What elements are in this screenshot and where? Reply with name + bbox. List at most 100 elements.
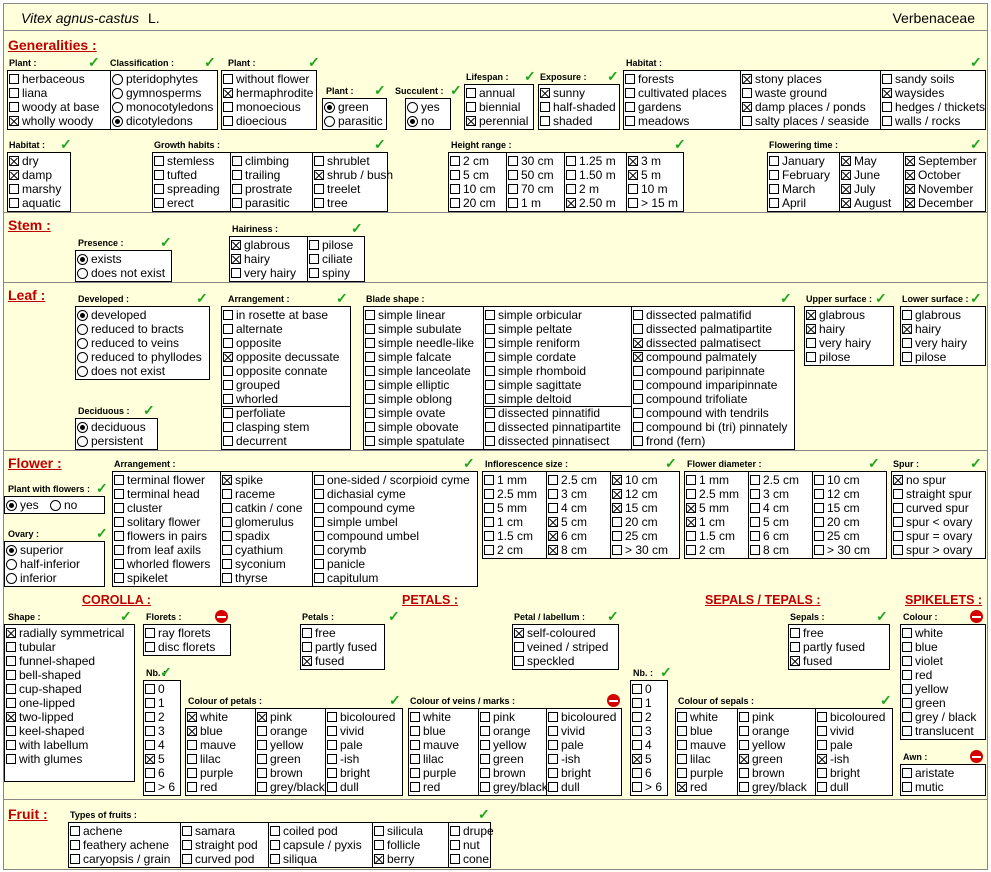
habitat1-option[interactable]: sandy soils: [882, 72, 954, 86]
checkbox[interactable]: [365, 324, 375, 334]
infl-option[interactable]: 1 mm: [484, 473, 527, 487]
infl-option[interactable]: 2.5 mm: [484, 487, 537, 501]
fldiam-option[interactable]: 1.5 cm: [686, 529, 735, 543]
checkbox[interactable]: [70, 840, 80, 850]
blade-option[interactable]: compound trifoliate: [633, 392, 747, 406]
spur-option[interactable]: curved spur: [893, 501, 969, 515]
nbpet-option[interactable]: 0: [145, 682, 165, 696]
classification-option[interactable]: pteridophytes: [112, 72, 198, 86]
lifespan-option[interactable]: perennial: [466, 114, 528, 128]
checkbox[interactable]: [902, 656, 912, 666]
habitat1-option[interactable]: hedges / thickets: [882, 100, 985, 114]
flowering-option[interactable]: June: [841, 168, 880, 182]
checkbox[interactable]: [566, 156, 576, 166]
height-option[interactable]: 2 cm: [450, 154, 489, 168]
colvein-option[interactable]: purple: [410, 766, 456, 780]
checkbox[interactable]: [632, 712, 642, 722]
infl-option[interactable]: 2 cm: [484, 543, 523, 557]
fldiam-option[interactable]: 2.5 cm: [750, 473, 799, 487]
infl-option[interactable]: 2.5 cm: [548, 473, 597, 487]
checkbox[interactable]: [114, 573, 124, 583]
infl-option[interactable]: 4 cm: [548, 501, 587, 515]
checkbox[interactable]: [257, 740, 267, 750]
sepals-option[interactable]: partly fused: [790, 640, 865, 654]
checkbox[interactable]: [223, 74, 233, 84]
blade-option[interactable]: simple peltate: [485, 322, 572, 336]
classification-option[interactable]: monocotyledons: [112, 100, 213, 114]
lifespan-option[interactable]: annual: [466, 86, 515, 100]
checkbox[interactable]: [302, 642, 312, 652]
infl-option[interactable]: > 30 cm: [612, 543, 668, 557]
checkbox[interactable]: [314, 517, 324, 527]
flarr-option[interactable]: glomerulus: [222, 515, 294, 529]
plant2-option[interactable]: monoecious: [223, 100, 301, 114]
checkbox[interactable]: [841, 184, 851, 194]
checkbox[interactable]: [739, 740, 749, 750]
height-option[interactable]: 3 m: [628, 154, 661, 168]
habitat1-option[interactable]: walls / rocks: [882, 114, 960, 128]
checkbox[interactable]: [187, 726, 197, 736]
radio-button[interactable]: [6, 544, 17, 556]
height-option[interactable]: 20 cm: [450, 196, 496, 210]
checkbox[interactable]: [314, 489, 324, 499]
radio-button[interactable]: [77, 365, 88, 377]
checkbox[interactable]: [145, 712, 155, 722]
checkbox[interactable]: [222, 531, 232, 541]
checkbox[interactable]: [548, 782, 558, 792]
checkbox[interactable]: [9, 170, 19, 180]
checkbox[interactable]: [314, 531, 324, 541]
classification-option[interactable]: dicotyledons: [112, 114, 193, 128]
hairiness-option[interactable]: glabrous: [231, 238, 290, 252]
checkbox[interactable]: [625, 88, 635, 98]
checkbox[interactable]: [508, 184, 518, 194]
flarr-option[interactable]: corymb: [314, 543, 366, 557]
checkbox[interactable]: [485, 338, 495, 348]
petals-option[interactable]: free: [302, 626, 336, 640]
checkbox[interactable]: [632, 698, 642, 708]
checkbox[interactable]: [677, 768, 687, 778]
checkbox[interactable]: [632, 768, 642, 778]
checkbox[interactable]: [633, 366, 643, 376]
height-option[interactable]: 5 cm: [450, 168, 489, 182]
checkbox[interactable]: [548, 475, 558, 485]
checkbox[interactable]: [677, 754, 687, 764]
checkbox[interactable]: [750, 503, 760, 513]
checkbox[interactable]: [6, 628, 16, 638]
radio-button[interactable]: [77, 421, 88, 433]
growth-option[interactable]: trailing: [232, 168, 280, 182]
flowering-option[interactable]: February: [769, 168, 830, 182]
nbpet-option[interactable]: 1: [145, 696, 165, 710]
checkbox[interactable]: [742, 116, 752, 126]
fruits-option[interactable]: cone: [450, 852, 489, 866]
height-option[interactable]: 2.50 m: [566, 196, 616, 210]
blade-option[interactable]: simple oblong: [365, 392, 452, 406]
checkbox[interactable]: [223, 380, 233, 390]
shape-option[interactable]: keel-shaped: [6, 724, 84, 738]
hairiness-option[interactable]: very hairy: [231, 266, 296, 280]
checkbox[interactable]: [612, 531, 622, 541]
fruits-option[interactable]: berry: [374, 852, 414, 866]
checkbox[interactable]: [365, 394, 375, 404]
flarr-option[interactable]: flowers in pairs: [114, 529, 207, 543]
checkbox[interactable]: [514, 628, 524, 638]
fruits-option[interactable]: caryopsis / grain: [70, 852, 170, 866]
flarr-option[interactable]: whorled flowers: [114, 557, 210, 571]
checkbox[interactable]: [484, 503, 494, 513]
colvein-option[interactable]: brown: [480, 766, 526, 780]
petals-option[interactable]: fused: [302, 654, 344, 668]
height-option[interactable]: 50 cm: [508, 168, 554, 182]
growth-option[interactable]: climbing: [232, 154, 289, 168]
shape-option[interactable]: radially symmetrical: [6, 626, 124, 640]
florets-option[interactable]: ray florets: [145, 626, 211, 640]
checkbox[interactable]: [633, 352, 643, 362]
blade-option[interactable]: simple subulate: [365, 322, 461, 336]
checkbox[interactable]: [739, 782, 749, 792]
spur-option[interactable]: spur < ovary: [893, 515, 972, 529]
checkbox[interactable]: [114, 503, 124, 513]
checkbox[interactable]: [841, 198, 851, 208]
lifespan-option[interactable]: biennial: [466, 100, 520, 114]
blade-option[interactable]: dissected palmatipartite: [633, 322, 772, 336]
checkbox[interactable]: [450, 170, 460, 180]
colpet-option[interactable]: red: [187, 780, 217, 794]
fruits-option[interactable]: feathery achene: [70, 838, 169, 852]
